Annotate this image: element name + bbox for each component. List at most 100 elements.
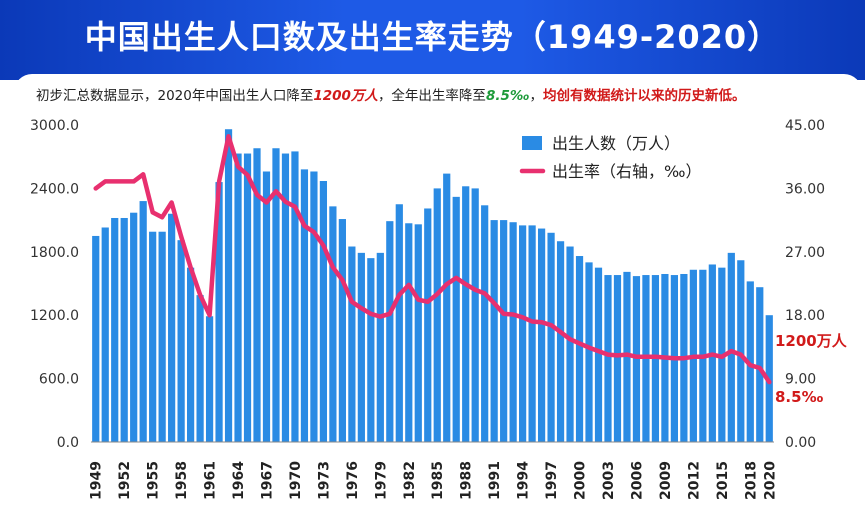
bar <box>120 217 128 442</box>
bar <box>329 206 337 442</box>
bar <box>547 232 555 442</box>
bar <box>215 182 223 442</box>
subtitle-text-3: ， <box>529 88 543 104</box>
bar <box>632 276 641 442</box>
bar <box>481 205 489 442</box>
bar <box>575 256 584 442</box>
bar <box>737 260 745 442</box>
bar <box>566 246 574 442</box>
bar <box>158 231 166 442</box>
x-tick-label: 1985 <box>430 461 446 500</box>
bar <box>756 287 764 442</box>
bar <box>556 241 565 442</box>
bar <box>92 235 100 442</box>
x-tick-label: 1988 <box>459 461 475 500</box>
bar <box>177 240 185 442</box>
bar <box>234 153 242 442</box>
x-tick-label: 1970 <box>288 461 304 500</box>
bar <box>500 220 508 442</box>
bar <box>319 181 328 442</box>
bar <box>414 224 422 442</box>
x-tick-label: 2015 <box>715 461 731 500</box>
bar <box>243 153 252 442</box>
x-tick-label: 1976 <box>345 461 361 500</box>
x-tick-label: 2018 <box>743 461 759 500</box>
subtitle-births-value: 1200万人 <box>313 88 378 104</box>
x-tick-label: 1994 <box>516 461 532 500</box>
x-tick-label: 1958 <box>174 461 190 500</box>
x-tick-label: 1967 <box>259 461 275 500</box>
bar <box>186 267 195 442</box>
x-tick-label: 1955 <box>146 461 162 500</box>
bar <box>623 271 631 442</box>
bar <box>727 252 735 442</box>
bar <box>509 222 517 442</box>
bar <box>594 267 603 442</box>
bar <box>281 153 290 442</box>
x-tick-label: 2006 <box>629 461 645 500</box>
bar <box>253 148 261 442</box>
bar <box>149 231 157 442</box>
bar <box>604 275 612 442</box>
chart-title: 中国出生人口数及出生率走势（1949-2020） <box>84 18 781 56</box>
y-right-tick-label: 18.00 <box>785 308 825 324</box>
y-right-tick-label: 0.00 <box>785 435 816 451</box>
bar <box>111 217 119 442</box>
series-line-birth-rate <box>93 134 772 385</box>
bar <box>746 281 754 442</box>
y-left-tick-label: 1800.0 <box>30 245 79 261</box>
chart-subtitle: 初步汇总数据显示，2020年中国出生人口降至1200万人，全年出生率降至8.5‰… <box>36 84 856 104</box>
x-tick-label: 2003 <box>601 461 617 500</box>
subtitle-rate-value: 8.5‰ <box>485 88 530 104</box>
subtitle-text-1: 初步汇总数据显示，2020年中国出生人口降至 <box>36 88 314 104</box>
bar <box>585 262 593 442</box>
bar <box>139 201 147 442</box>
bar <box>443 173 451 442</box>
x-tick-label: 1979 <box>373 461 389 500</box>
bar <box>386 221 394 442</box>
bar <box>101 227 109 442</box>
bar <box>537 228 546 442</box>
y-right-tick-label: 9.00 <box>785 372 816 388</box>
bar <box>130 212 138 442</box>
bar <box>262 171 271 442</box>
x-tick-label: 1964 <box>231 461 247 500</box>
bar <box>613 275 622 442</box>
x-tick-label: 2012 <box>686 461 702 500</box>
x-tick-label: 1991 <box>487 461 503 500</box>
bar <box>338 219 346 442</box>
bar <box>310 171 318 442</box>
legend-bar-swatch <box>522 136 542 150</box>
bar <box>471 188 479 442</box>
x-tick-label: 1982 <box>402 461 418 500</box>
x-tick-label: 1973 <box>316 461 332 500</box>
bar <box>462 186 470 442</box>
bar <box>395 204 403 442</box>
x-tick-label: 1952 <box>117 461 133 500</box>
bar <box>433 188 441 442</box>
bar <box>405 223 413 442</box>
bar <box>348 246 356 442</box>
bar <box>196 295 204 442</box>
y-right-tick-label: 45.00 <box>785 118 825 134</box>
subtitle-text-2: ，全年出生率降至 <box>377 88 486 104</box>
y-left-tick-label: 1200.0 <box>30 308 79 324</box>
bar <box>452 196 460 442</box>
bar <box>205 316 214 442</box>
title-banner <box>0 0 865 80</box>
bar <box>224 129 233 442</box>
x-tick-label: 2000 <box>573 461 589 500</box>
y-left-tick-label: 0.0 <box>57 435 79 451</box>
bar <box>376 252 384 442</box>
bar <box>168 213 176 442</box>
bar <box>490 220 498 442</box>
y-right-tick-label: 36.00 <box>785 181 825 197</box>
y-left-tick-label: 3000.0 <box>30 118 79 134</box>
legend-line-label: 出生率（右轴，‰） <box>552 162 701 181</box>
bar <box>357 252 365 442</box>
subtitle-conclusion: 均创有数据统计以来的历史新低。 <box>542 88 746 104</box>
y-left-tick-label: 600.0 <box>39 372 79 388</box>
bar <box>291 151 299 442</box>
x-tick-label: 2009 <box>658 461 674 500</box>
